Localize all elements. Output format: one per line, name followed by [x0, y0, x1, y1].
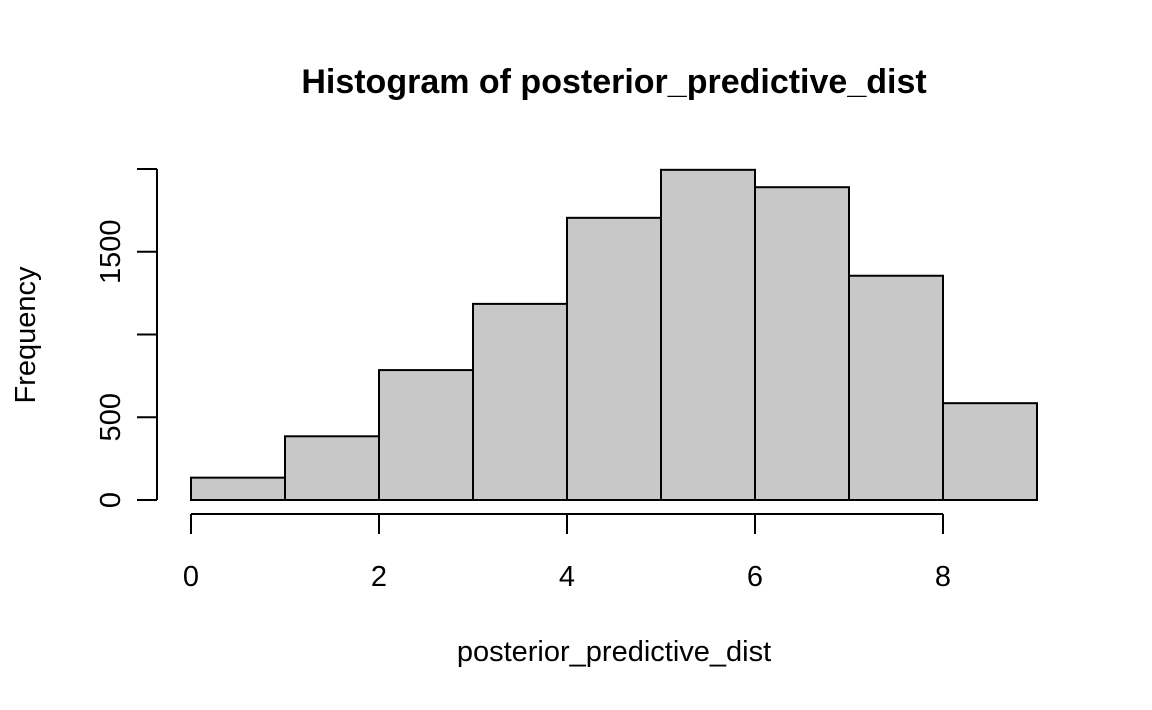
- x-axis-label: posterior_predictive_dist: [457, 636, 771, 668]
- histogram-bars: [190, 168, 1038, 502]
- histogram-bar-3: [378, 369, 474, 501]
- y-axis: 0 500 1500: [95, 168, 158, 508]
- histogram-bar-8: [848, 274, 944, 501]
- histogram-bar-7: [754, 186, 850, 502]
- x-tick-label-6: 6: [747, 561, 763, 593]
- x-tick-label-8: 8: [935, 561, 951, 593]
- x-tick-label-4: 4: [559, 561, 575, 593]
- y-tick-label-0: 0: [95, 492, 127, 508]
- y-tick-label-500: 500: [95, 393, 127, 441]
- x-tick-label-0: 0: [183, 561, 199, 593]
- y-axis-label: Frequency: [10, 266, 42, 404]
- histogram-bar-4: [472, 302, 568, 501]
- x-tick-label-2: 2: [371, 561, 387, 593]
- histogram-bar-1: [190, 476, 286, 502]
- histogram-bar-5: [566, 216, 662, 501]
- histogram-bar-2: [284, 435, 380, 501]
- x-axis: 0 2 4 6 8: [183, 513, 951, 593]
- histogram-bar-9: [942, 402, 1038, 501]
- y-tick-label-1500: 1500: [95, 219, 127, 284]
- histogram-bar-6: [660, 168, 756, 501]
- chart-title: Histogram of posterior_predictive_dist: [301, 63, 926, 101]
